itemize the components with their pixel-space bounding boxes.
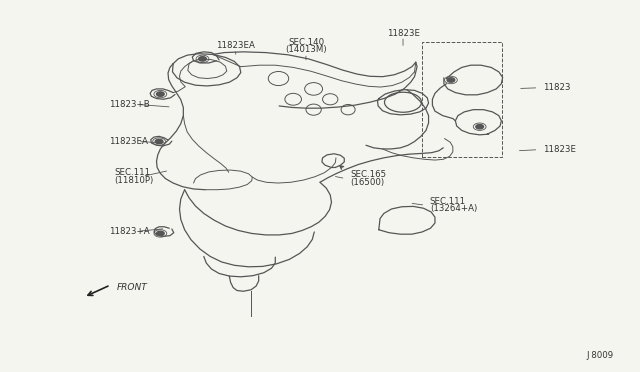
Text: (11810P): (11810P) bbox=[115, 176, 154, 185]
Text: J 8009: J 8009 bbox=[587, 351, 614, 360]
Text: 11823E: 11823E bbox=[543, 145, 577, 154]
Text: (16500): (16500) bbox=[351, 178, 385, 187]
Text: 11823+B: 11823+B bbox=[109, 100, 150, 109]
Text: 11823E: 11823E bbox=[387, 29, 419, 38]
Text: SEC.140: SEC.140 bbox=[288, 38, 324, 47]
Text: SEC.165: SEC.165 bbox=[351, 170, 387, 179]
Circle shape bbox=[476, 125, 483, 129]
Circle shape bbox=[157, 231, 164, 235]
Text: 11823: 11823 bbox=[543, 83, 571, 92]
Text: SEC.111: SEC.111 bbox=[430, 197, 466, 206]
Text: 11823+A: 11823+A bbox=[109, 227, 150, 236]
Text: FRONT: FRONT bbox=[117, 283, 148, 292]
Text: SEC.111: SEC.111 bbox=[115, 168, 150, 177]
Text: 11823EA: 11823EA bbox=[109, 137, 148, 146]
Circle shape bbox=[156, 139, 163, 144]
Text: 11823EA: 11823EA bbox=[216, 41, 255, 51]
Text: (14013M): (14013M) bbox=[285, 45, 327, 54]
Circle shape bbox=[157, 92, 164, 96]
Text: (13264+A): (13264+A) bbox=[430, 205, 477, 214]
Circle shape bbox=[447, 78, 455, 82]
Circle shape bbox=[198, 57, 206, 61]
Bar bbox=[422, 42, 502, 157]
